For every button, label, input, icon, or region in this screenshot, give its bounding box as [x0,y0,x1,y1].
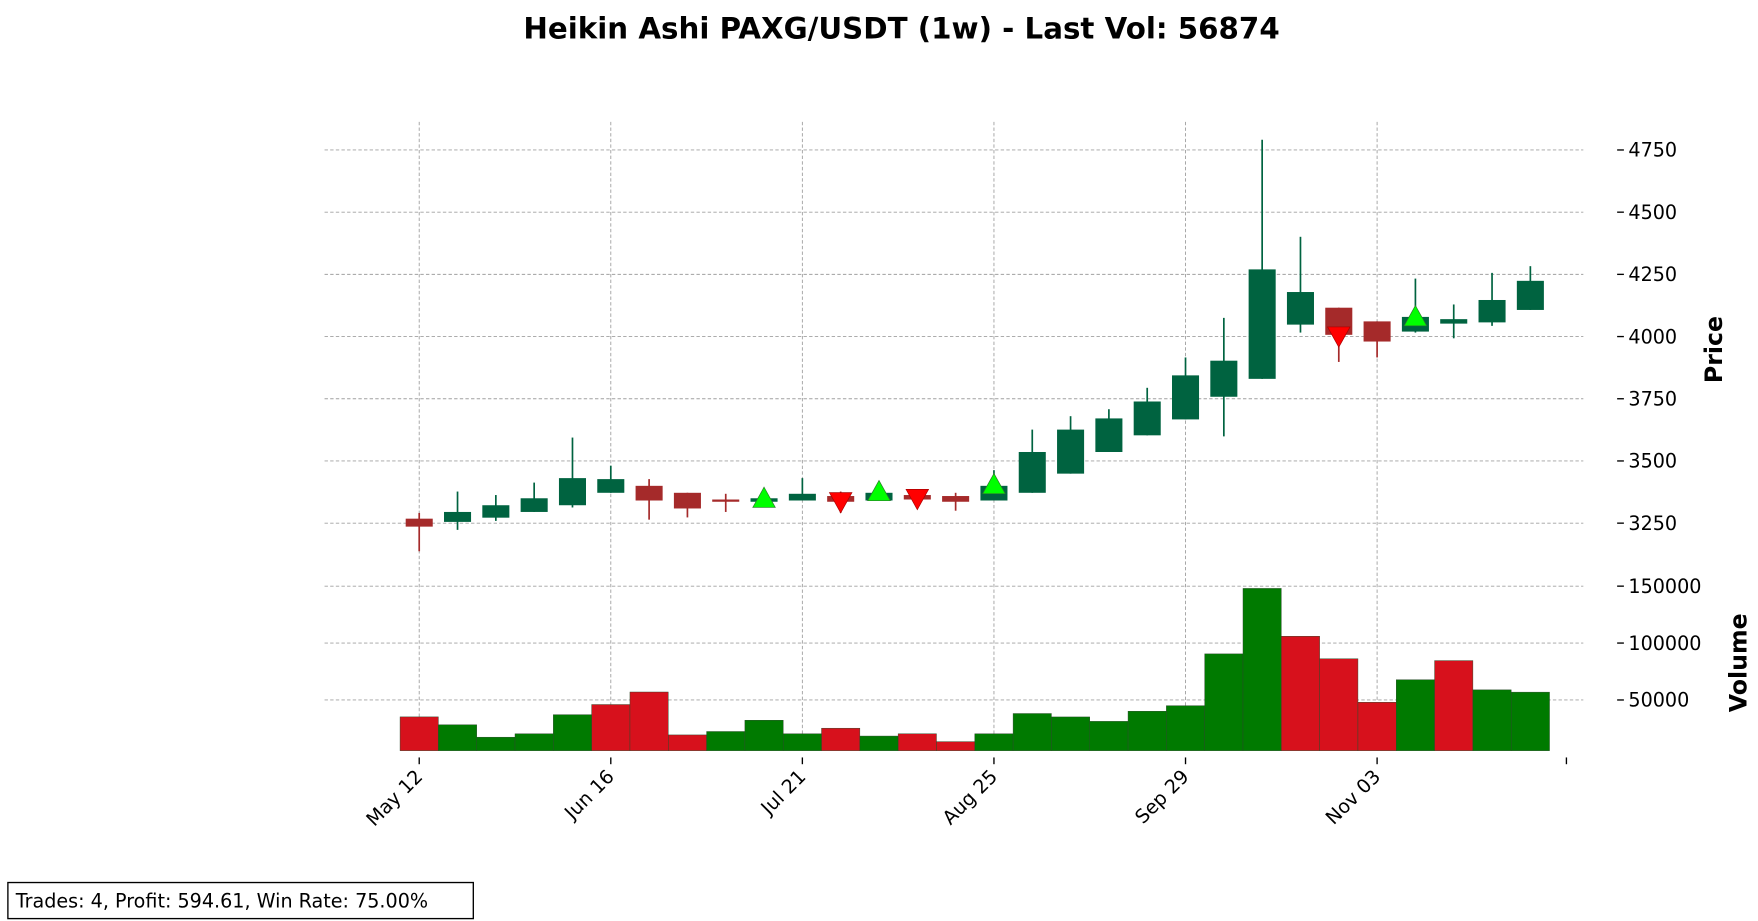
candle-body [1095,418,1123,452]
volume-bar [744,720,784,751]
volume-bar [1510,691,1550,751]
candle-body [1440,319,1468,324]
volume-bar [859,735,899,751]
x-tick-label: Jul 21 [756,765,811,820]
candle-body [1057,429,1085,474]
candle-body [635,485,663,501]
candle-body [520,498,548,512]
y-tick-label: 3500 [1628,450,1677,473]
candle-body [444,511,472,522]
candle-body [1516,280,1544,310]
volume-bar [514,733,554,751]
volume-bar [1127,711,1167,751]
y-tick-label: 100000 [1628,632,1701,655]
volume-bar [1051,716,1090,751]
volume-bar [1357,702,1397,751]
volume-bar [1012,713,1052,751]
y-tick-label: 3750 [1628,388,1677,411]
candle-body [712,499,740,502]
sell-signal [905,489,930,511]
volume-bar [476,736,516,751]
volume-bar [438,724,477,751]
volume-bar [668,734,707,751]
buy-signal [867,479,891,502]
volume-bar [706,731,746,751]
x-tick-label: Jun 16 [559,765,619,825]
candle-body [673,492,701,509]
price-axis-label: Price [1700,316,1728,383]
volume-bar [1472,689,1512,751]
chart-title: Heikin Ashi PAXG/USDT (1w) - Last Vol: 5… [523,11,1279,45]
y-tick-label: 4250 [1628,263,1677,286]
annotation: Trades: 4, Profit: 594.61, Win Rate: 75.… [15,889,428,912]
candle-body [1210,360,1238,397]
candle-body [1172,375,1200,420]
volume-bar [1089,721,1129,751]
y-tick-label: 4750 [1628,139,1677,162]
candle-body [597,479,625,493]
y-tick-label: 4500 [1628,201,1677,224]
candle-body [1248,269,1276,379]
volume-bar [821,727,861,751]
volume-bar [1319,658,1359,751]
volume-bar [1434,660,1474,751]
volume-axis-label: Volume [1725,613,1753,712]
x-tick-label: Sep 29 [1130,765,1193,828]
volume-bar [782,733,822,751]
volume-bar [1204,653,1244,751]
volume-bar [897,733,937,751]
candle-body [482,505,510,518]
y-tick-label: 50000 [1628,689,1689,712]
candle-body [405,518,433,527]
sell-signal [1326,326,1351,348]
volume-bar [399,716,439,751]
buy-signal [982,472,1006,495]
candle-body [1363,321,1391,342]
buy-signal [752,486,776,508]
x-tick-label: May 12 [361,765,427,831]
volume-bar [1281,636,1320,751]
volume-bar [974,733,1014,751]
candle-body [942,496,970,502]
y-tick-label: 150000 [1628,575,1701,598]
volume-bar [629,691,669,751]
buy-signal [1403,304,1428,327]
x-tick-label: Nov 03 [1321,765,1385,829]
candle-body [1286,292,1314,325]
volume-bar [553,714,592,751]
volume-bar [1242,588,1282,751]
y-tick-label: 4000 [1628,325,1677,348]
candle-body [558,478,586,506]
volume-bar [936,741,976,751]
candle-body [788,493,816,501]
candle-body [1133,401,1161,436]
sell-signal [828,492,853,514]
annotation-box [7,881,474,920]
candle-body [1478,299,1506,323]
candle-body [1018,451,1046,493]
volume-bar [591,704,631,751]
y-tick-label: 3250 [1628,512,1677,535]
volume-bar [1166,705,1205,751]
volume-bar [1396,679,1435,751]
x-tick-label: Aug 25 [938,765,1002,829]
